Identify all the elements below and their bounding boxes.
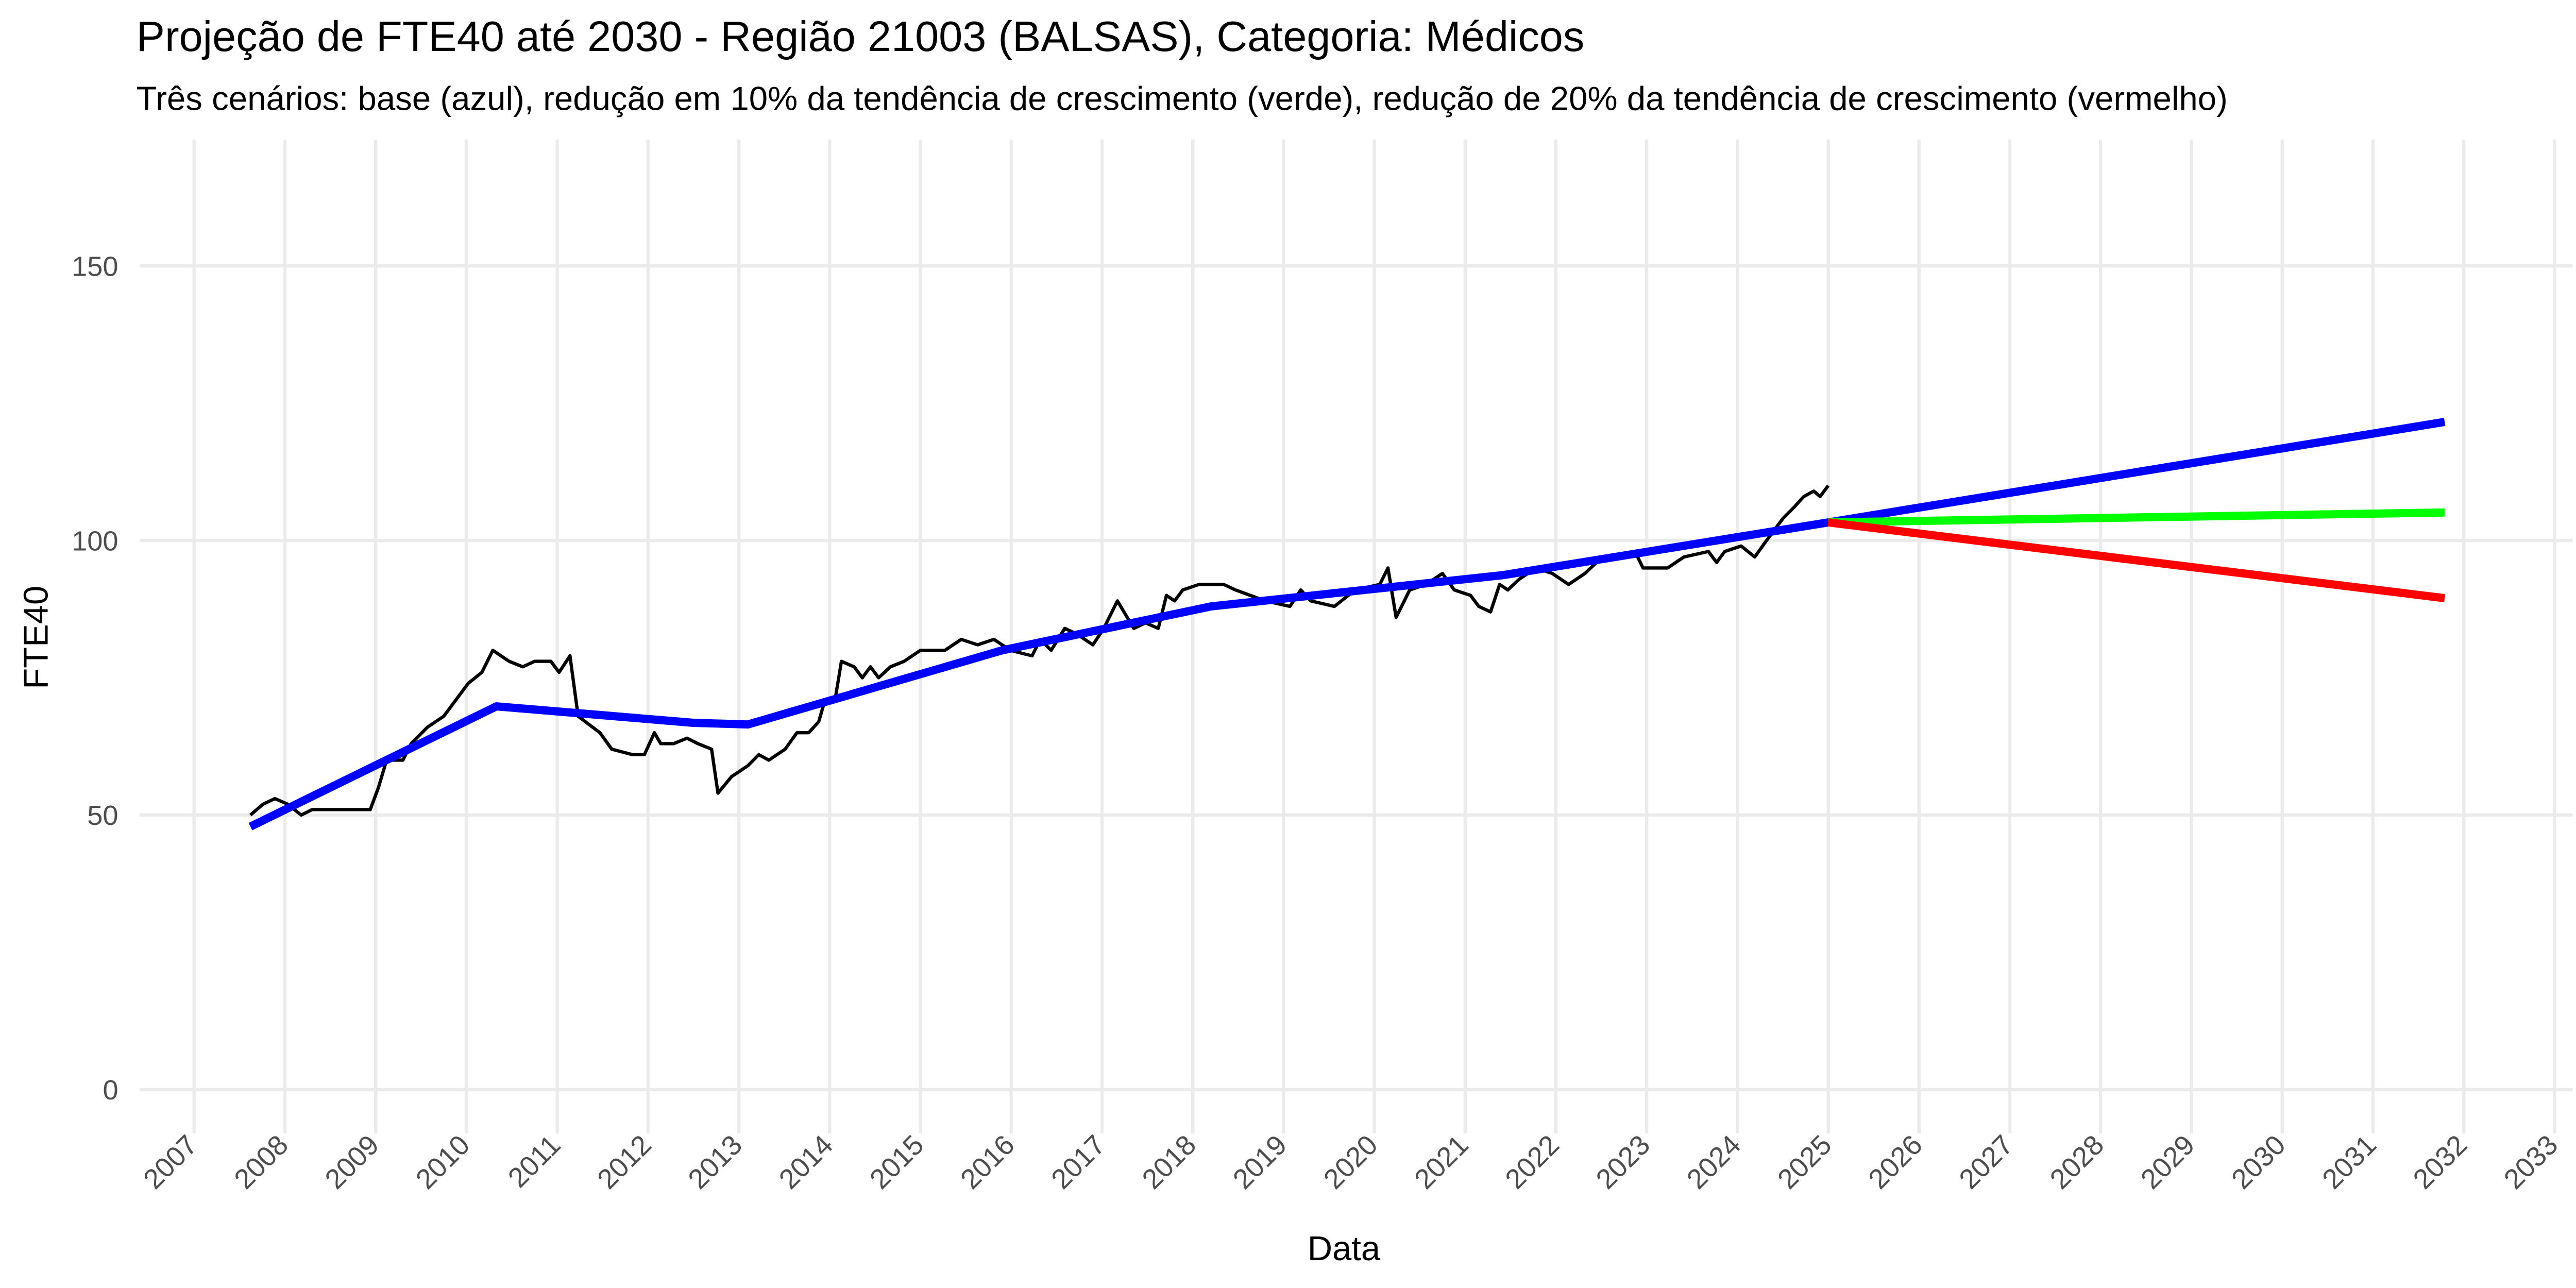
series-line	[1827, 518, 2446, 602]
series-line	[248, 418, 2446, 831]
y-tick-label: 50	[87, 800, 118, 831]
y-tick-label: 150	[72, 251, 118, 282]
chart-title: Projeção de FTE40 até 2030 - Região 2100…	[137, 12, 1585, 60]
y-tick-label: 0	[103, 1075, 118, 1106]
x-axis-label: Data	[1308, 1229, 1381, 1268]
y-tick-label: 100	[72, 526, 118, 556]
grid	[140, 140, 2573, 1134]
plot-lines	[248, 418, 2446, 831]
chart-subtitle: Três cenários: base (azul), redução em 1…	[137, 80, 2228, 117]
y-axis-label: FTE40	[16, 586, 55, 689]
series-line	[1828, 508, 2445, 527]
